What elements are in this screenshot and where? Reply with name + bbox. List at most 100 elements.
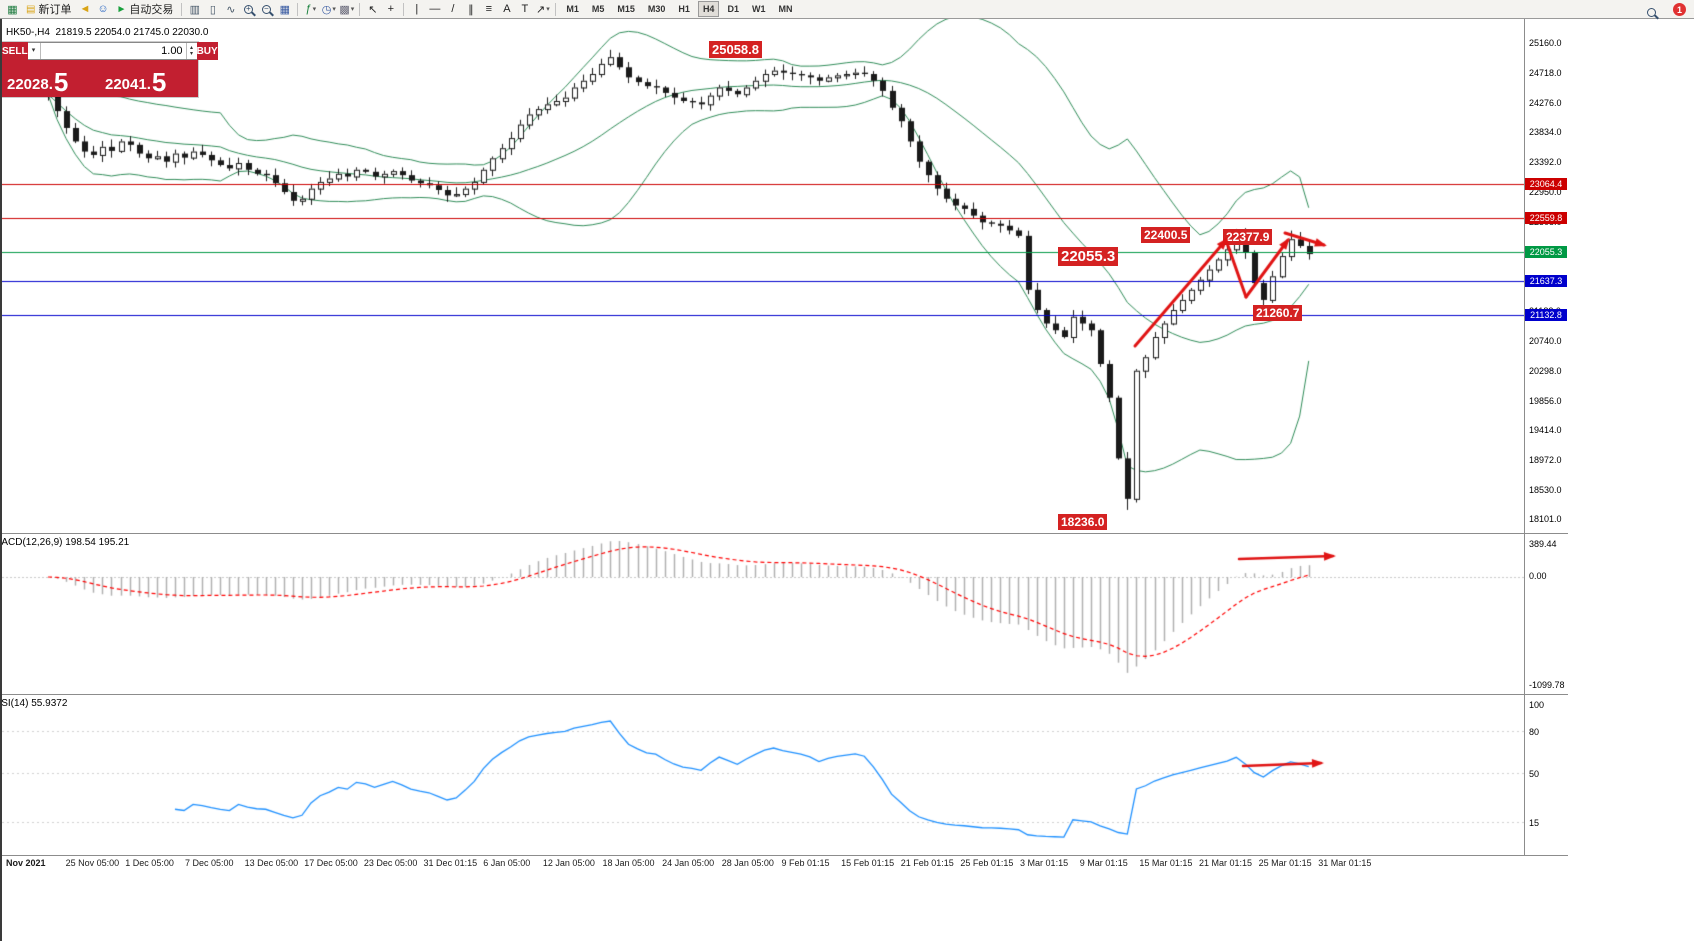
sell-button[interactable]: SELL [2, 42, 28, 60]
zoom-in-icon[interactable]: + [240, 1, 257, 17]
search-icon[interactable] [1643, 4, 1660, 20]
equidistant-channel-icon[interactable]: ∥ [468, 3, 474, 16]
price-line-tag: 23064.4 [1525, 178, 1567, 191]
panel-separator[interactable] [2, 694, 1568, 695]
time-axis-label: 21 Mar 01:15 [1199, 858, 1253, 868]
price-axis-label: 18101.0 [1529, 514, 1562, 524]
timeframe-mn-button[interactable]: MN [778, 4, 793, 14]
toolbar-items: ▦ ▤ 新订单 ◄ ☺ ► 自动交易 ▥ ▯ ∿ + − ▦ ƒ ▾ ◷ ▾ ▩ ▾ ↖ + | — / ∥ ≡ A T ↗ ▾ M1 M5 M… [4, 0, 798, 19]
rsi-axis-label: 80 [1529, 727, 1540, 737]
text-icon[interactable]: A [503, 3, 511, 15]
timeframe-m1-button[interactable]: M1 [566, 4, 579, 14]
time-axis-label: 23 Dec 05:00 [363, 858, 418, 868]
price-axis-label: 25160.0 [1529, 38, 1562, 48]
crosshair-icon[interactable]: + [387, 3, 395, 15]
indicators-icon[interactable]: ƒ ▾ [305, 3, 317, 15]
timeframe-w1-button[interactable]: W1 [751, 4, 766, 14]
volume-dropdown-caret-icon[interactable]: ▾ [28, 43, 41, 59]
volume-control: ▾ ▴ ▾ [27, 42, 197, 60]
timeframe-h4-button[interactable]: H4 [697, 1, 720, 17]
candlestick-chart-icon[interactable]: ▯ [209, 3, 216, 16]
announcement-icon[interactable]: ◄ [79, 3, 91, 15]
price-axis-label: 23392.0 [1529, 157, 1562, 168]
toolbar-separator [359, 2, 361, 16]
price-line-tag: 21637.3 [1525, 274, 1567, 287]
price-annotation-tag[interactable]: 18236.0 [1058, 514, 1108, 530]
community-icon[interactable]: ☺ [97, 3, 109, 15]
zoom-out-icon[interactable]: − [258, 1, 275, 17]
price-annotation-tag[interactable]: 22400.5 [1141, 227, 1191, 243]
vertical-line-icon[interactable]: | [415, 3, 419, 15]
time-axis-label: 25 Mar 01:15 [1258, 858, 1312, 868]
time-axis-label: Nov 2021 [6, 858, 46, 868]
rsi-panel-canvas[interactable] [2, 695, 1524, 855]
sell-price[interactable]: 22028. 5 [2, 60, 100, 97]
macd-axis-label: 389.44 [1529, 539, 1557, 549]
buy-price-main: 22041. [105, 76, 151, 93]
dropdown-caret-icon: ▾ [332, 6, 336, 13]
buy-price-frac: 5 [151, 67, 167, 97]
timeframe-m15-button[interactable]: M15 [617, 4, 635, 14]
volume-input[interactable] [40, 43, 186, 59]
text-label-icon[interactable]: T [521, 3, 529, 15]
bar-chart-icon[interactable]: ▥ [189, 3, 201, 16]
price-axis-label: 20740.0 [1529, 336, 1562, 347]
autotrading-button-label: 自动交易 [129, 4, 174, 16]
time-axis-label: 15 Feb 01:15 [841, 858, 895, 868]
timeframe-m30-button[interactable]: M30 [647, 4, 666, 14]
time-axis-label: 25 Nov 05:00 [65, 858, 120, 868]
magnifier-glyph: + [244, 4, 254, 14]
new-chart-icon[interactable]: ▦ [7, 3, 18, 16]
trade-panel-prices: 22028. 5 22041. 5 [2, 60, 198, 97]
timeframe-clock-icon[interactable]: ◷ ▾ [321, 3, 336, 16]
new-order-button[interactable]: ▤ 新订单 [22, 1, 75, 17]
tile-windows-icon[interactable]: ▦ [279, 3, 291, 16]
macd-panel-canvas[interactable] [2, 534, 1524, 694]
buy-price[interactable]: 22041. 5 [100, 60, 198, 97]
buy-button[interactable]: BUY [196, 42, 218, 60]
price-annotation-tag[interactable]: 22055.3 [1058, 247, 1119, 266]
fibonacci-icon[interactable]: ≡ [485, 3, 493, 15]
main-chart-canvas[interactable] [2, 19, 1524, 533]
cursor-icon[interactable]: ↖ [368, 3, 378, 16]
dropdown-caret-icon: ▾ [312, 6, 317, 13]
one-click-trading-panel: SELL ▾ ▴ ▾ BUY 22028.5 22041.5 [2, 42, 218, 97]
volume-down-icon[interactable]: ▾ [190, 51, 194, 57]
price-annotation-tag[interactable]: 25058.8 [709, 41, 762, 58]
horizontal-line-icon[interactable]: — [429, 3, 441, 15]
time-axis-label: 3 Mar 01:15 [1020, 858, 1069, 868]
time-axis-label: 17 Dec 05:00 [304, 858, 358, 868]
rsi-axis-label: 50 [1529, 769, 1540, 779]
arrows-tool-icon[interactable]: ↗ ▾ [535, 3, 550, 16]
notification-badge[interactable]: 1 [1673, 3, 1686, 16]
templates-icon[interactable]: ▩ ▾ [339, 3, 355, 16]
autotrading-button[interactable]: ► 自动交易 [112, 1, 177, 17]
time-axis-label: 7 Dec 05:00 [184, 858, 234, 868]
magnifier-glyph [1647, 7, 1656, 17]
line-chart-icon[interactable]: ∿ [226, 3, 236, 16]
toolbar-separator [297, 2, 299, 16]
timeframe-h1-button[interactable]: H1 [678, 4, 690, 14]
price-line-tag: 22055.3 [1525, 246, 1567, 259]
time-axis-label: 6 Jan 05:00 [483, 858, 531, 868]
toolbar-separator [403, 2, 405, 16]
macd-axis-label: 0.00 [1529, 571, 1547, 581]
dropdown-caret-icon: ▾ [546, 6, 550, 13]
panel-separator[interactable] [2, 533, 1568, 534]
volume-spinner[interactable]: ▴ ▾ [185, 43, 197, 59]
toolbar-separator [555, 2, 557, 16]
magnifier-glyph: − [262, 4, 272, 14]
time-axis-label: 31 Dec 01:15 [423, 858, 478, 868]
timeframe-m5-button[interactable]: M5 [591, 4, 605, 14]
timeframe-d1-button[interactable]: D1 [727, 4, 739, 14]
price-annotation-tag[interactable]: 22377.9 [1223, 229, 1273, 245]
time-axis-label: 15 Mar 01:15 [1139, 858, 1193, 868]
time-axis-label: 9 Mar 01:15 [1079, 858, 1128, 868]
price-annotation-tag[interactable]: 21260.7 [1253, 305, 1303, 321]
trendline-icon[interactable]: / [451, 3, 455, 15]
panel-separator[interactable] [2, 855, 1568, 856]
macd-indicator-label: MACD(12,26,9) 198.54 195.21 [0, 537, 130, 548]
rsi-axis-label: 15 [1529, 818, 1540, 828]
new-order-button-label: 新订单 [38, 4, 72, 16]
chart-window: HK50-,H4 21819.5 22054.0 21745.0 22030.0… [0, 19, 1694, 941]
